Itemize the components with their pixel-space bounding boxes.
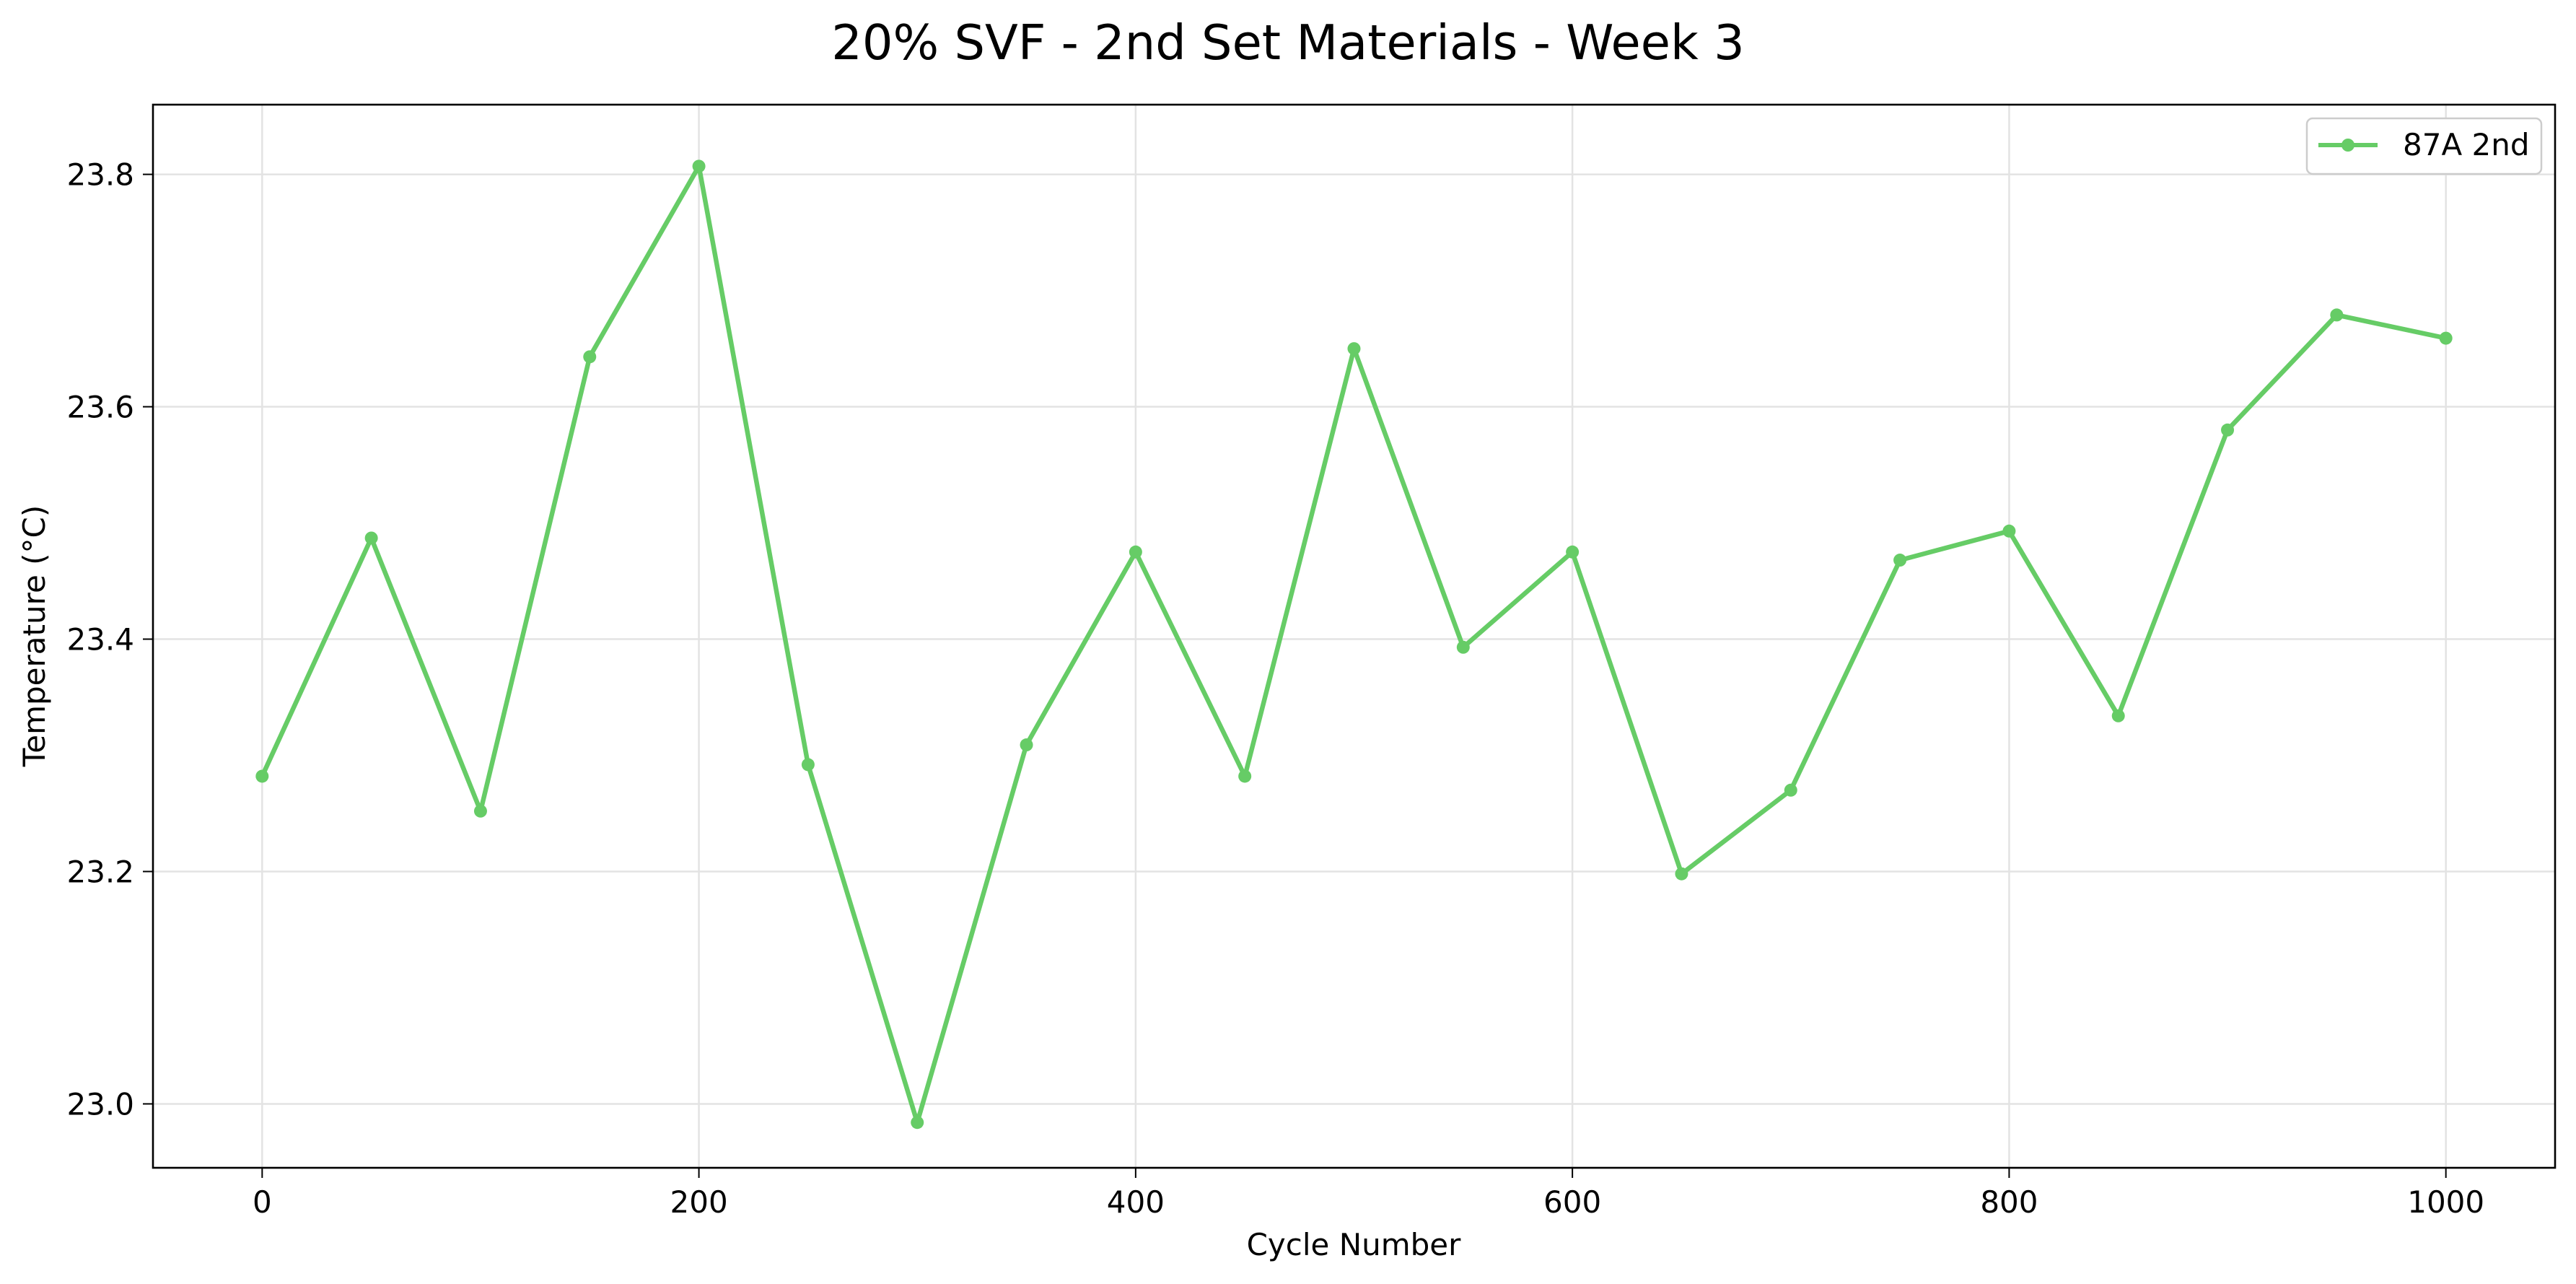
y-tick-label: 23.8: [66, 157, 134, 193]
chart-title: 20% SVF - 2nd Set Materials - Week 3: [831, 14, 1744, 71]
data-point: [2111, 709, 2125, 722]
data-point: [364, 531, 378, 545]
data-point: [2439, 331, 2453, 345]
y-tick-label: 23.4: [66, 622, 134, 658]
data-point: [583, 350, 597, 364]
grid-lines: [153, 105, 2555, 1168]
data-point: [692, 160, 706, 173]
data-point: [473, 804, 487, 818]
data-point: [1238, 769, 1252, 783]
data-point: [1456, 640, 1470, 654]
data-point: [801, 758, 815, 772]
x-tick-label: 0: [253, 1184, 272, 1220]
data-point: [2330, 308, 2344, 322]
data-point: [1020, 738, 1033, 752]
data-point: [2221, 423, 2235, 437]
y-axis-label: Temperature (°C): [17, 505, 52, 768]
data-point: [255, 769, 269, 783]
data-point: [1784, 783, 1797, 797]
data-point: [2002, 524, 2016, 538]
y-tick-label: 23.6: [66, 390, 134, 425]
data-point: [1129, 545, 1142, 559]
x-tick-label: 600: [1543, 1184, 1601, 1220]
legend-label: 87A 2nd: [2403, 127, 2530, 162]
x-tick-label: 1000: [2407, 1184, 2484, 1220]
series-line: [260, 164, 2448, 1125]
x-axis-label: Cycle Number: [1247, 1227, 1462, 1262]
x-tick-label: 800: [1980, 1184, 2038, 1220]
series-layer: [255, 160, 2453, 1130]
axis-ticks: 0 200 400 600 800 1000 23.0 23.2 23.4 23.6 23.8: [66, 157, 2484, 1220]
data-point: [1893, 554, 1907, 567]
data-point: [1347, 342, 1361, 356]
y-tick-label: 23.0: [66, 1086, 134, 1122]
legend-marker-swatch: [2341, 139, 2354, 152]
plot-area-frame: [152, 103, 2557, 1169]
legend: 87A 2nd: [2305, 117, 2543, 175]
legend-box: [2305, 117, 2543, 175]
data-point: [1566, 545, 1580, 559]
x-tick-label: 200: [670, 1184, 728, 1220]
x-tick-label: 400: [1107, 1184, 1165, 1220]
y-tick-label: 23.2: [66, 854, 134, 889]
data-point: [911, 1116, 924, 1130]
data-point: [1675, 867, 1688, 881]
